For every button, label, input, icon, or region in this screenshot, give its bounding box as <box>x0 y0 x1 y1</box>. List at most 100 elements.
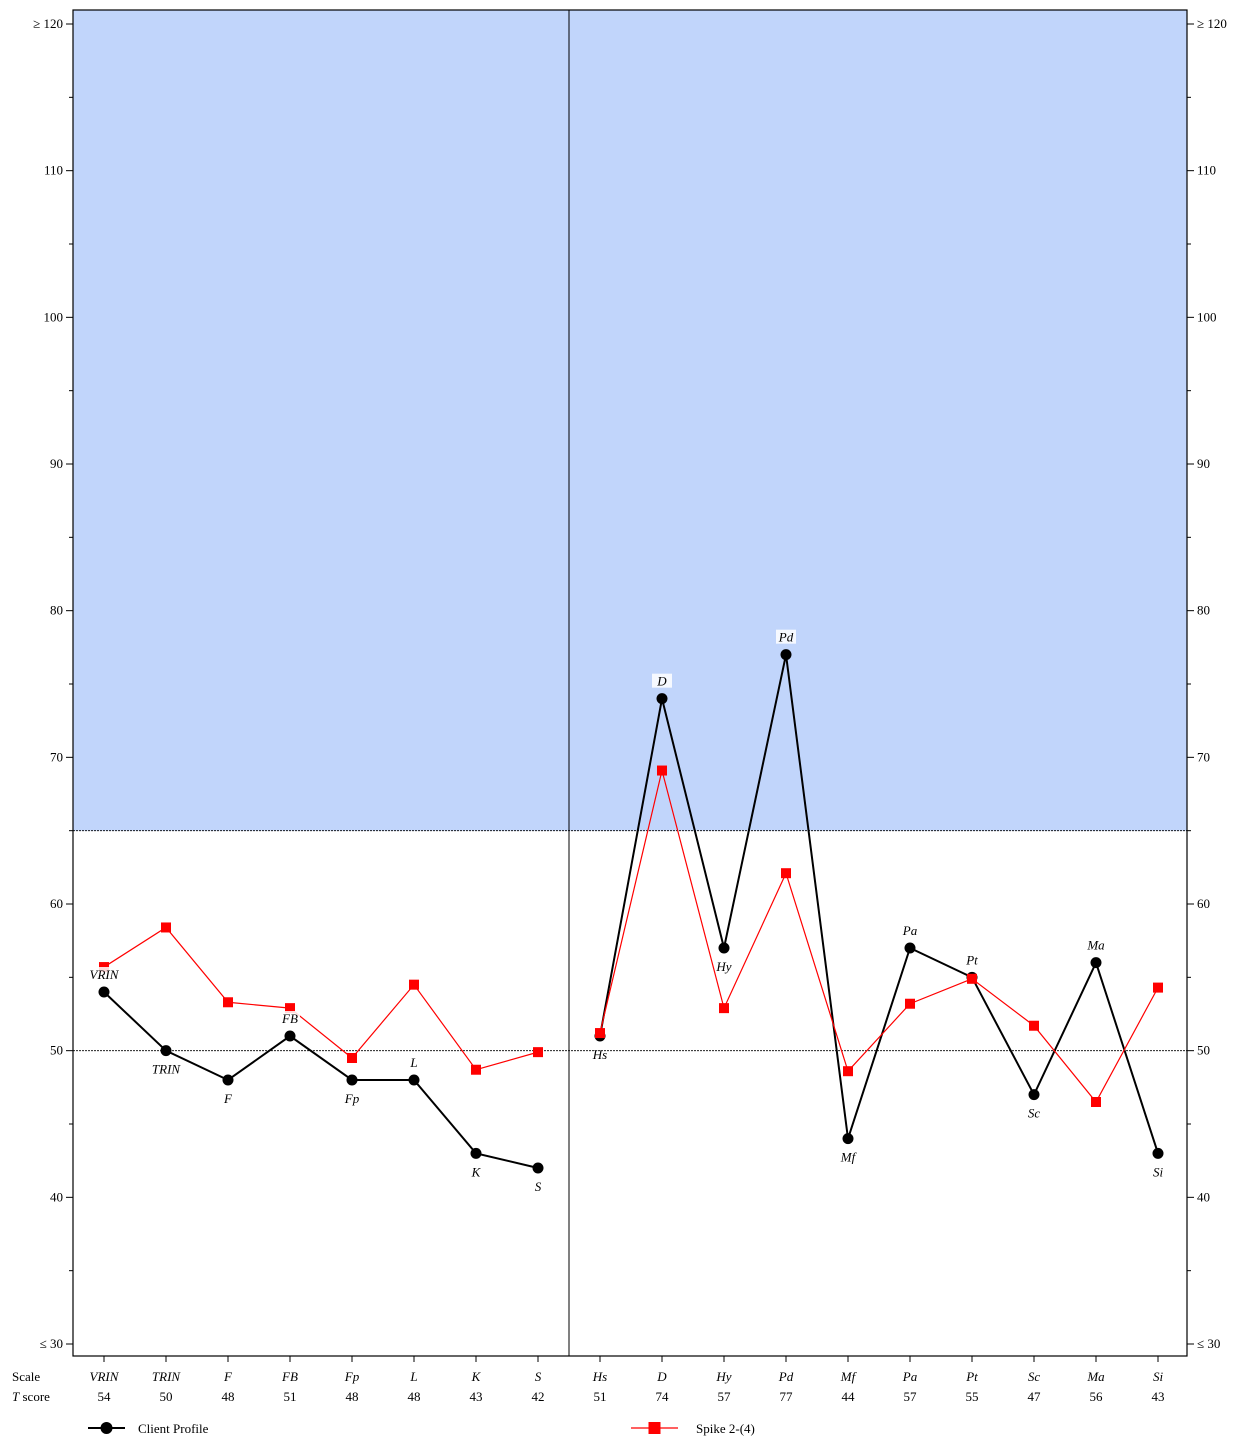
scale-name: TRIN <box>152 1369 182 1384</box>
tscore-value: 57 <box>718 1389 732 1404</box>
spike-point <box>347 1053 357 1063</box>
scale-name: Hy <box>715 1369 731 1384</box>
spike-point <box>285 1003 295 1014</box>
client-profile-point <box>1028 1089 1040 1101</box>
scale-name: VRIN <box>90 1369 120 1384</box>
point-label: VRIN <box>90 967 120 982</box>
y-tick-label-left: 50 <box>50 1043 63 1058</box>
spike-point <box>967 973 977 984</box>
y-tick-label-right: ≥ 120 <box>1197 16 1227 31</box>
tscore-value: 44 <box>842 1389 856 1404</box>
point-label: L <box>409 1055 417 1070</box>
series-line-spike-1 <box>103 926 539 1071</box>
point-label: FB <box>281 1011 298 1026</box>
scale-name: Fp <box>344 1369 360 1384</box>
spike-point <box>781 868 791 879</box>
y-tick-label-left: 70 <box>50 749 63 764</box>
client-profile-point <box>718 942 730 954</box>
tscore-value: 43 <box>470 1389 483 1404</box>
series-line-spike-2 <box>599 770 1159 1104</box>
point-label: F <box>223 1091 233 1106</box>
y-tick-label-right: 100 <box>1197 309 1217 324</box>
y-tick-label-right: 110 <box>1197 163 1216 178</box>
tscore-value: 48 <box>222 1389 235 1404</box>
scale-name: Mf <box>840 1369 858 1384</box>
point-label-bg <box>962 952 982 967</box>
plot-frame <box>72 9 1188 1357</box>
client-profile-point <box>1090 957 1102 969</box>
point-label: K <box>471 1164 482 1179</box>
y-tick-label-right: 50 <box>1197 1043 1210 1058</box>
y-tick-label-left: 90 <box>50 456 63 471</box>
client-profile-point <box>222 1074 234 1086</box>
spike-point <box>843 1066 853 1077</box>
spike-point <box>409 979 419 990</box>
tscore-value: 57 <box>904 1389 918 1404</box>
spike-point <box>657 765 667 776</box>
tscore-value: 48 <box>346 1389 359 1404</box>
point-label: Pa <box>902 923 918 938</box>
scale-name: F <box>223 1369 233 1384</box>
point-label: Pd <box>778 630 794 645</box>
y-tick-label-left: ≥ 120 <box>33 16 63 31</box>
y-tick-label-left: 80 <box>50 603 63 618</box>
point-label-bg <box>1086 937 1106 952</box>
point-label: Si <box>1153 1164 1164 1179</box>
scale-name: Pd <box>778 1369 794 1384</box>
y-tick-label-right: 40 <box>1197 1189 1210 1204</box>
spike-point <box>719 1003 729 1014</box>
point-label: D <box>656 674 667 689</box>
point-label: TRIN <box>152 1062 182 1077</box>
point-label-bg <box>776 629 796 644</box>
spike-point <box>161 922 171 933</box>
scale-name: Ma <box>1086 1369 1105 1384</box>
tscore-row-label: T score <box>12 1389 50 1404</box>
legend-label: Client Profile <box>138 1421 209 1436</box>
scale-name: L <box>409 1369 417 1384</box>
tscore-value: 43 <box>1152 1389 1165 1404</box>
client-profile-point <box>284 1030 296 1042</box>
client-profile-point <box>532 1162 544 1174</box>
point-label: Fp <box>344 1091 360 1106</box>
point-label: Hs <box>592 1047 607 1062</box>
tscore-value: 48 <box>408 1389 421 1404</box>
scale-name: Si <box>1153 1369 1164 1384</box>
y-tick-label-right: 70 <box>1197 749 1210 764</box>
client-profile-point <box>904 942 916 954</box>
point-label-bg <box>280 1011 300 1025</box>
tscore-value: 55 <box>966 1389 979 1404</box>
spike-point <box>533 1047 543 1058</box>
client-profile-point <box>160 1045 172 1057</box>
legend-label: Spike 2-(4) <box>696 1421 755 1436</box>
legend-marker-client-profile <box>100 1422 113 1434</box>
tscore-value: 50 <box>160 1389 173 1404</box>
client-profile-point <box>780 649 792 661</box>
tscore-value: 77 <box>780 1389 794 1404</box>
point-label-bg <box>404 1055 424 1069</box>
spike-point <box>1029 1020 1039 1031</box>
point-label-bg <box>900 923 920 937</box>
tscore-value: 47 <box>1028 1389 1042 1404</box>
scale-name: Pt <box>965 1369 978 1384</box>
client-profile-point <box>346 1074 358 1086</box>
y-tick-label-right: 60 <box>1197 896 1210 911</box>
elevated-region <box>73 10 1187 831</box>
tscore-value: 42 <box>532 1389 545 1404</box>
point-label: S <box>535 1179 542 1194</box>
point-label-bg <box>652 673 672 688</box>
point-label: Sc <box>1028 1106 1041 1121</box>
series-line-client-profile-1 <box>103 991 539 1169</box>
client-profile-point <box>656 693 668 705</box>
scale-name: K <box>471 1369 482 1384</box>
point-label: Ma <box>1086 938 1105 953</box>
scale-name: S <box>535 1369 542 1384</box>
y-tick-label-left: 100 <box>44 309 64 324</box>
spike-point <box>1091 1097 1101 1107</box>
client-profile-point <box>408 1074 420 1086</box>
y-tick-label-left: 110 <box>44 163 63 178</box>
y-tick-label-left: 40 <box>50 1189 63 1204</box>
tscore-value: 74 <box>656 1389 670 1404</box>
scale-name: Pa <box>902 1369 918 1384</box>
spike-point <box>223 997 233 1008</box>
